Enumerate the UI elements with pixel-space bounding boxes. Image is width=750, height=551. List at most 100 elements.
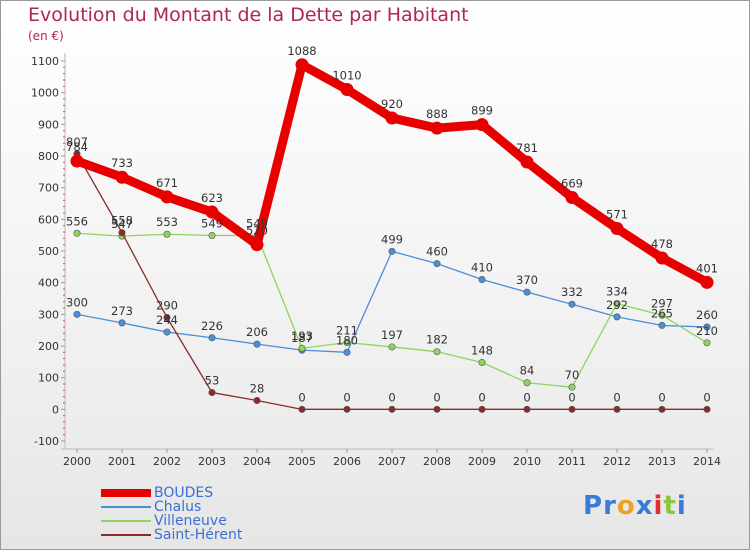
data-point bbox=[613, 300, 621, 308]
data-label: 671 bbox=[156, 176, 178, 190]
data-label: 197 bbox=[381, 328, 403, 342]
logo-letter: i bbox=[653, 491, 664, 521]
proxiti-logo: Proxiti bbox=[583, 491, 687, 521]
data-label: 0 bbox=[298, 390, 305, 404]
data-point bbox=[163, 328, 171, 336]
data-point bbox=[73, 229, 81, 237]
data-point bbox=[343, 405, 351, 413]
x-tick-label: 2008 bbox=[423, 455, 451, 468]
data-point bbox=[568, 300, 576, 308]
y-tick-label: 900 bbox=[38, 118, 59, 131]
data-point bbox=[703, 405, 711, 413]
data-point bbox=[343, 348, 351, 356]
y-tick-label: 700 bbox=[38, 182, 59, 195]
data-label: 571 bbox=[606, 208, 628, 222]
data-point bbox=[385, 111, 399, 125]
data-label: 0 bbox=[568, 390, 575, 404]
x-tick-label: 2003 bbox=[198, 455, 226, 468]
data-point bbox=[523, 405, 531, 413]
data-point bbox=[568, 383, 576, 391]
x-tick-label: 2000 bbox=[63, 455, 91, 468]
data-label: 784 bbox=[66, 140, 88, 154]
data-label: 292 bbox=[606, 298, 628, 312]
chart-unit-label: (en €) bbox=[28, 29, 64, 43]
data-label: 549 bbox=[201, 216, 223, 230]
data-label: 547 bbox=[111, 217, 133, 231]
data-label: 0 bbox=[658, 390, 665, 404]
x-tick-label: 2009 bbox=[468, 455, 496, 468]
data-point bbox=[388, 343, 396, 351]
data-point bbox=[520, 155, 534, 169]
data-label: 920 bbox=[381, 97, 403, 111]
data-label: 244 bbox=[156, 313, 178, 327]
data-point bbox=[115, 170, 129, 184]
data-point bbox=[430, 121, 444, 135]
data-label: 187 bbox=[291, 331, 313, 345]
x-tick-label: 2004 bbox=[243, 455, 271, 468]
logo-letter: P bbox=[583, 491, 604, 521]
data-label: 290 bbox=[156, 299, 178, 313]
data-point bbox=[478, 358, 486, 366]
data-point bbox=[208, 334, 216, 342]
data-label: 899 bbox=[471, 104, 493, 118]
data-label: 0 bbox=[343, 390, 350, 404]
data-label: 370 bbox=[516, 273, 538, 287]
x-tick-label: 2012 bbox=[603, 455, 631, 468]
data-point bbox=[73, 310, 81, 318]
data-label: 733 bbox=[111, 156, 133, 170]
data-point bbox=[340, 83, 354, 96]
data-point bbox=[388, 247, 396, 255]
logo-letter: o bbox=[616, 491, 636, 521]
data-point bbox=[703, 339, 711, 347]
data-point bbox=[163, 313, 171, 321]
y-tick-label: 0 bbox=[52, 403, 59, 416]
data-label: 182 bbox=[426, 333, 448, 347]
data-label: 210 bbox=[696, 324, 718, 338]
y-tick-label: 800 bbox=[38, 150, 59, 163]
data-label: 148 bbox=[471, 343, 493, 357]
data-label: 180 bbox=[336, 333, 358, 347]
data-label: 84 bbox=[520, 364, 535, 378]
data-point bbox=[118, 229, 126, 237]
data-point bbox=[253, 396, 261, 404]
data-point bbox=[658, 321, 666, 329]
y-tick-label: -100 bbox=[34, 435, 59, 448]
data-point bbox=[568, 405, 576, 413]
data-label: 807 bbox=[66, 135, 88, 149]
data-point bbox=[433, 405, 441, 413]
data-point bbox=[343, 339, 351, 347]
data-point bbox=[208, 231, 216, 239]
data-label: 623 bbox=[201, 191, 223, 205]
x-tick-label: 2014 bbox=[693, 455, 721, 468]
y-tick-label: 1000 bbox=[31, 87, 59, 100]
logo-letter: t bbox=[663, 491, 677, 521]
data-label: 499 bbox=[381, 232, 403, 246]
data-label: 0 bbox=[478, 390, 485, 404]
data-label: 332 bbox=[561, 285, 583, 299]
data-point bbox=[298, 405, 306, 413]
data-label: 558 bbox=[111, 214, 133, 228]
data-label: 0 bbox=[523, 390, 530, 404]
data-point bbox=[610, 222, 624, 236]
data-label: 226 bbox=[201, 319, 223, 333]
data-label: 0 bbox=[433, 390, 440, 404]
x-tick-label: 2002 bbox=[153, 455, 181, 468]
x-tick-label: 2010 bbox=[513, 455, 541, 468]
data-point bbox=[295, 58, 309, 72]
series-boudes bbox=[70, 58, 714, 289]
data-label: 300 bbox=[66, 295, 88, 309]
x-tick-label: 2011 bbox=[558, 455, 586, 468]
data-point bbox=[253, 340, 261, 348]
x-tick-label: 2005 bbox=[288, 455, 316, 468]
data-label: 334 bbox=[606, 285, 628, 299]
data-label: 70 bbox=[565, 368, 580, 382]
data-label: 206 bbox=[246, 325, 268, 339]
y-tick-label: 500 bbox=[38, 245, 59, 258]
legend-swatch bbox=[101, 520, 151, 522]
data-point bbox=[163, 230, 171, 238]
data-point bbox=[433, 348, 441, 356]
legend-swatch bbox=[101, 489, 151, 497]
data-label: 265 bbox=[651, 306, 673, 320]
data-point bbox=[250, 238, 264, 252]
